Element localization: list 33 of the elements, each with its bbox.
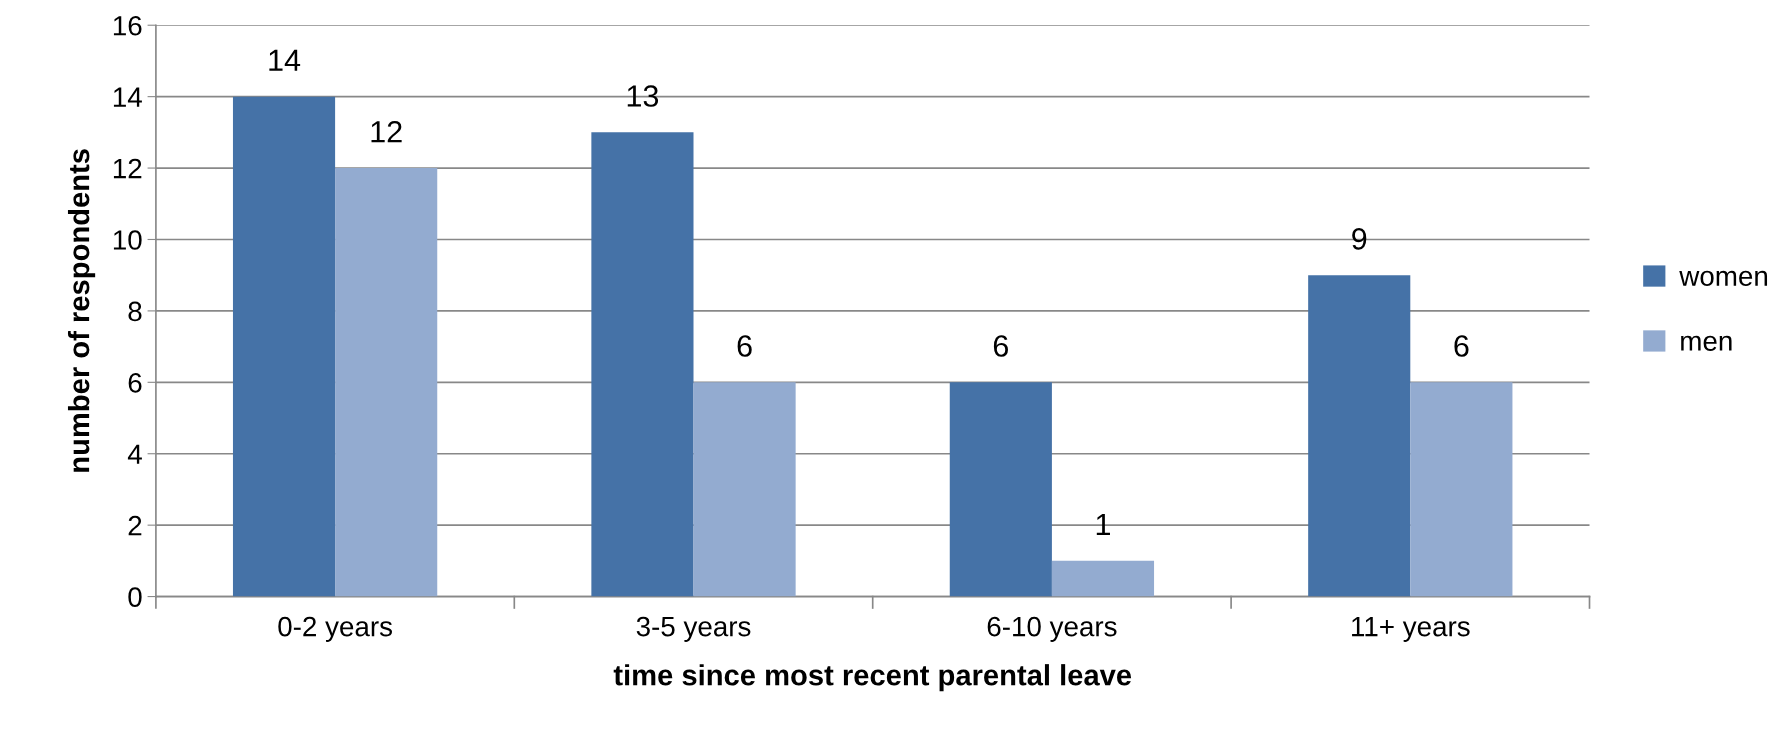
bar [1051, 560, 1155, 597]
data-label: 13 [627, 85, 659, 107]
bar [949, 382, 1052, 597]
legend-label: women [1679, 270, 1768, 286]
data-label: 6 [993, 335, 1008, 357]
legend-label: men [1681, 335, 1732, 351]
data-label: 6 [1454, 335, 1469, 357]
y-axis-title: number of respondents [67, 149, 96, 472]
bar [693, 382, 796, 597]
x-tick-label: 0-2 years [278, 616, 392, 642]
data-label: 12 [371, 120, 402, 143]
bar [591, 132, 694, 597]
data-label: 6 [737, 335, 752, 357]
x-tick-label: 11+ years [1352, 617, 1470, 642]
y-tick-label: 2 [128, 515, 142, 536]
bar [1410, 382, 1513, 597]
y-tick-label: 12 [113, 158, 142, 179]
bar [232, 96, 336, 597]
x-axis-title: time since most recent parental leave [613, 664, 1132, 692]
bar [335, 168, 438, 597]
data-label: 9 [1352, 228, 1367, 250]
y-tick-label: 4 [127, 444, 142, 464]
y-tick-label: 10 [113, 230, 142, 250]
x-tick-label: 6-10 years [987, 616, 1117, 642]
data-label: 1 [1096, 514, 1110, 536]
y-tick-label: 6 [128, 372, 142, 393]
data-label: 14 [269, 49, 301, 71]
y-tick-label: 16 [113, 15, 142, 36]
y-tick-label: 14 [113, 87, 142, 107]
y-tick-label: 8 [128, 301, 142, 322]
y-tick-label: 0 [128, 587, 142, 607]
bar [1308, 275, 1411, 597]
x-tick-label: 3-5 years [636, 616, 751, 642]
